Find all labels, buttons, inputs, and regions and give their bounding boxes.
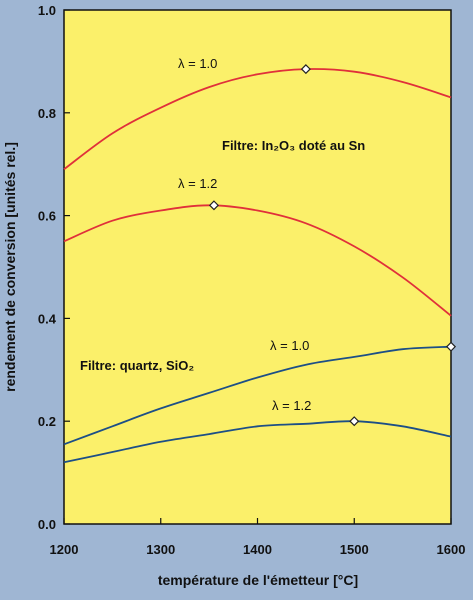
label-ito-lambda-1-0: λ = 1.0 <box>178 56 217 71</box>
series-line-ito-1 <box>63 204 452 317</box>
y-tick-label: 0.4 <box>38 311 57 326</box>
series-marker-quartz-2 <box>445 341 457 352</box>
x-tick-label: 1400 <box>243 542 272 557</box>
series-marker-quartz-3 <box>349 416 360 427</box>
series-markers <box>208 64 457 427</box>
y-tick-label: 0.6 <box>38 209 56 224</box>
y-tick-label: 0.8 <box>38 106 56 121</box>
y-tick-label: 0.2 <box>38 414 56 429</box>
y-axis-title: rendement de conversion [unités rel.] <box>2 142 18 392</box>
axis-ticks: 1200 1300 1400 1500 1600 0.0 0.2 0.4 0.6 0.8 1.0 <box>38 3 466 557</box>
series-marker-ito-0 <box>300 64 311 75</box>
series-line-ito-0 <box>63 68 452 171</box>
x-tick-label: 1200 <box>50 542 79 557</box>
y-tick-label: 0.0 <box>38 517 56 532</box>
series-lines <box>63 68 452 464</box>
series-marker-ito-1 <box>208 200 220 211</box>
series-line-quartz-3 <box>63 420 452 464</box>
x-tick-label: 1300 <box>146 542 175 557</box>
label-quartz-lambda-1-2: λ = 1.2 <box>272 398 311 413</box>
x-tick-label: 1600 <box>437 542 466 557</box>
annotation-filter-ito: Filtre: In₂O₃ doté au Sn <box>222 138 365 153</box>
series-line-quartz-2 <box>63 345 452 446</box>
annotation-filter-quartz: Filtre: quartz, SiO₂ <box>80 358 194 373</box>
y-tick-label: 1.0 <box>38 3 56 18</box>
plot-area <box>63 9 452 525</box>
x-axis-title: température de l'émetteur [°C] <box>158 572 358 588</box>
label-quartz-lambda-1-0: λ = 1.0 <box>270 338 309 353</box>
label-ito-lambda-1-2: λ = 1.2 <box>178 176 217 191</box>
x-tick-label: 1500 <box>340 542 369 557</box>
